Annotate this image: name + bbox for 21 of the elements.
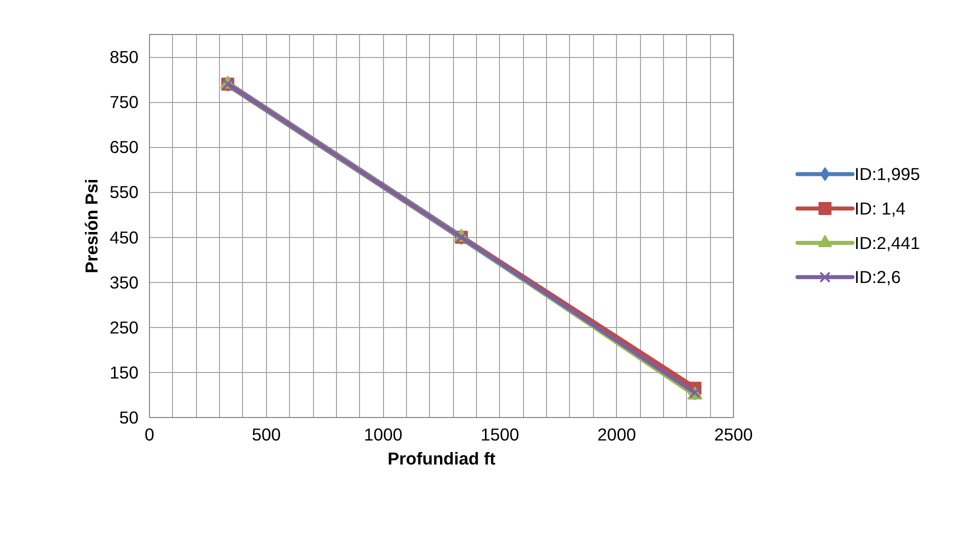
x-tick-label: 2000 — [597, 424, 636, 444]
legend-label: ID:2,6 — [854, 267, 901, 288]
y-tick-label: 150 — [110, 362, 139, 382]
legend-label: ID: 1,4 — [854, 198, 906, 218]
y-tick-label: 250 — [110, 317, 139, 338]
x-tick-label: 500 — [252, 424, 281, 444]
y-tick-label: 750 — [110, 92, 139, 112]
y-tick-label: 450 — [110, 227, 139, 248]
y-tick-label: 550 — [110, 182, 139, 202]
y-axis-title: Presión Psi — [82, 178, 102, 274]
y-tick-label: 50 — [119, 408, 139, 428]
y-tick-label: 650 — [110, 137, 139, 158]
x-tick-label: 2500 — [714, 424, 753, 444]
y-tick-label: 350 — [110, 272, 139, 292]
x-tick-label: 1500 — [480, 424, 520, 444]
x-axis-title: Profundiad ft — [388, 448, 496, 468]
x-tick-label: 1000 — [364, 424, 402, 444]
y-tick-label: 850 — [110, 47, 139, 68]
legend-label: ID:2,441 — [854, 232, 920, 253]
legend-label: ID:1,995 — [854, 164, 920, 184]
x-tick-label: 0 — [144, 424, 154, 444]
